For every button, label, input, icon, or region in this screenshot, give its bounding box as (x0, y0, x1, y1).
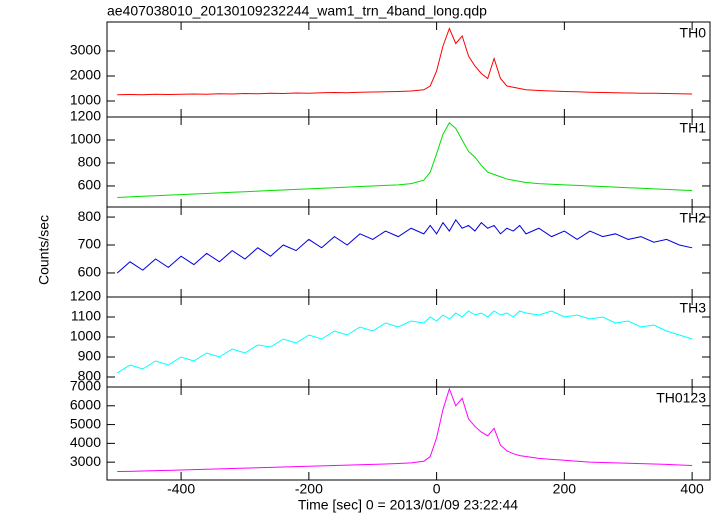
y-tick-label: 1000 (70, 131, 101, 147)
chart-title: ae407038010_20130109232244_wam1_trn_4ban… (107, 3, 487, 19)
data-line (117, 121, 693, 198)
x-tick-label: 200 (553, 481, 577, 497)
y-tick-label: 600 (78, 177, 102, 193)
data-line (116, 310, 693, 374)
y-tick-label: 2000 (70, 67, 101, 83)
y-tick-label: 1100 (71, 308, 101, 324)
panel-label: TH2 (680, 210, 707, 226)
y-tick-label: 800 (78, 208, 102, 224)
y-tick-label: 7000 (70, 378, 101, 394)
panel-label: TH0123 (656, 390, 706, 406)
y-tick-label: 4000 (70, 434, 101, 450)
panel-label: TH1 (680, 120, 707, 136)
x-tick-label: -400 (167, 481, 195, 497)
x-axis-label: Time [sec] 0 = 2013/01/09 23:22:44 (298, 497, 518, 513)
panel-frame (106, 296, 711, 388)
y-tick-label: 3000 (70, 453, 101, 469)
panel-frame (106, 206, 711, 298)
x-tick-label: -200 (295, 481, 323, 497)
y-tick-label: 6000 (70, 396, 101, 412)
y-tick-label: 5000 (70, 415, 101, 431)
y-tick-label: 3000 (70, 42, 101, 58)
data-line (116, 218, 693, 274)
panel-label: TH3 (680, 300, 707, 316)
y-tick-label: 600 (78, 264, 102, 280)
y-tick-label: 900 (78, 348, 102, 364)
y-tick-label: 800 (78, 368, 102, 384)
y-tick-label: 1200 (70, 108, 101, 124)
y-tick-label: 700 (78, 236, 102, 252)
panel-label: TH0 (680, 25, 707, 41)
y-tick-label: 1000 (70, 328, 101, 344)
panel-frame (106, 21, 711, 118)
panel-frame (106, 386, 711, 481)
y-axis-label: Counts/sec (36, 215, 52, 285)
y-tick-label: 800 (78, 154, 102, 170)
data-line (117, 387, 693, 473)
y-tick-label: 1200 (70, 288, 101, 304)
data-line (117, 27, 693, 96)
x-tick-label: 400 (680, 481, 704, 497)
y-tick-label: 1000 (70, 92, 101, 108)
x-tick-label: 0 (433, 481, 441, 497)
